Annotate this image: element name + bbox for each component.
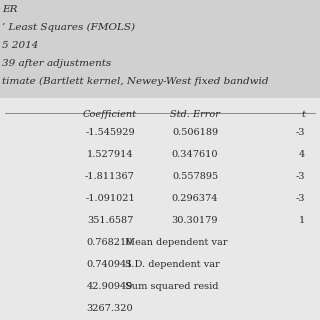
Text: 0.768210: 0.768210: [87, 238, 133, 247]
Text: S.D. dependent var: S.D. dependent var: [125, 260, 220, 269]
Text: 0.557895: 0.557895: [172, 172, 218, 181]
Bar: [0, 98, 320, 320]
Text: ER: ER: [2, 5, 18, 14]
Text: Std. Error: Std. Error: [170, 110, 220, 119]
Text: -3: -3: [295, 172, 305, 181]
Text: 4: 4: [299, 150, 305, 159]
Text: Mean dependent var: Mean dependent var: [125, 238, 228, 247]
Text: 1.527914: 1.527914: [87, 150, 133, 159]
Text: 3267.320: 3267.320: [87, 304, 133, 313]
Text: -3: -3: [295, 194, 305, 203]
Text: -1.545929: -1.545929: [85, 128, 135, 137]
Text: t: t: [301, 110, 305, 119]
Text: timate (Bartlett kernel, Newey-West fixed bandwid: timate (Bartlett kernel, Newey-West fixe…: [2, 77, 268, 86]
Text: -1.811367: -1.811367: [85, 172, 135, 181]
Text: 5 2014: 5 2014: [2, 41, 38, 50]
Bar: [0, 0, 320, 98]
Text: 0.506189: 0.506189: [172, 128, 218, 137]
Text: 0.347610: 0.347610: [172, 150, 218, 159]
Text: 0.740941: 0.740941: [87, 260, 133, 269]
Text: 39 after adjustments: 39 after adjustments: [2, 59, 111, 68]
Text: ’ Least Squares (FMOLS): ’ Least Squares (FMOLS): [2, 23, 135, 32]
Text: 0.296374: 0.296374: [172, 194, 218, 203]
Text: -1.091021: -1.091021: [85, 194, 135, 203]
Text: 30.30179: 30.30179: [172, 216, 218, 225]
Text: Sum squared resid: Sum squared resid: [125, 282, 219, 291]
Text: Coefficient: Coefficient: [83, 110, 137, 119]
Text: -3: -3: [295, 128, 305, 137]
Text: 351.6587: 351.6587: [87, 216, 133, 225]
Text: 1: 1: [299, 216, 305, 225]
Text: 42.90949: 42.90949: [87, 282, 133, 291]
